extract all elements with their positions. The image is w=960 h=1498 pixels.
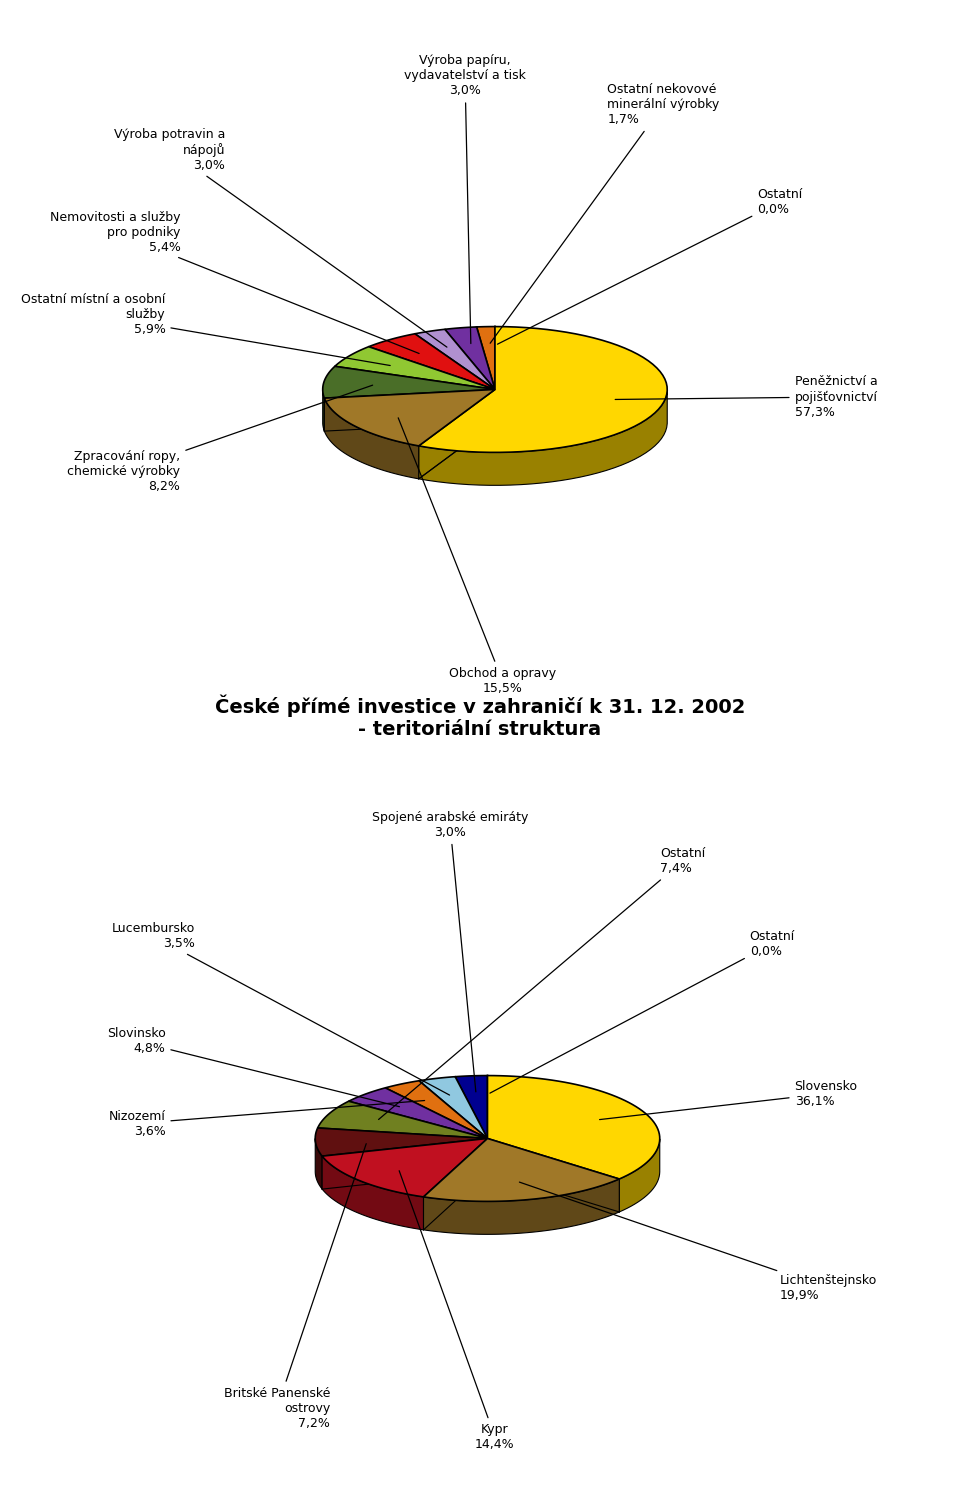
Polygon shape bbox=[323, 389, 324, 431]
Text: Výroba potravin a
nápojů
3,0%: Výroba potravin a nápojů 3,0% bbox=[114, 127, 447, 348]
Text: Výroba papíru,
vydavatelství a tisk
3,0%: Výroba papíru, vydavatelství a tisk 3,0% bbox=[404, 54, 526, 343]
Polygon shape bbox=[488, 1076, 660, 1179]
Text: Lucembursko
3,5%: Lucembursko 3,5% bbox=[112, 923, 449, 1095]
Polygon shape bbox=[335, 346, 495, 389]
Polygon shape bbox=[369, 334, 495, 389]
Polygon shape bbox=[323, 1138, 488, 1197]
Text: Nemovitosti a služby
pro podniky
5,4%: Nemovitosti a služby pro podniky 5,4% bbox=[50, 211, 420, 354]
Polygon shape bbox=[324, 398, 419, 479]
Polygon shape bbox=[323, 367, 495, 398]
Text: Ostatní nekovové
minerální výrobky
1,7%: Ostatní nekovové minerální výrobky 1,7% bbox=[491, 84, 720, 343]
Polygon shape bbox=[318, 1101, 488, 1138]
Text: Obchod a opravy
15,5%: Obchod a opravy 15,5% bbox=[398, 418, 556, 695]
Polygon shape bbox=[423, 1179, 619, 1234]
Polygon shape bbox=[419, 391, 667, 485]
Polygon shape bbox=[423, 1138, 619, 1201]
Text: Kypr
14,4%: Kypr 14,4% bbox=[399, 1171, 515, 1452]
Text: Nizozemí
3,6%: Nizozemí 3,6% bbox=[108, 1101, 424, 1137]
Text: Lichtenštejnsko
19,9%: Lichtenštejnsko 19,9% bbox=[519, 1182, 876, 1302]
Polygon shape bbox=[415, 330, 495, 389]
Text: Ostatní místní a osobní
služby
5,9%: Ostatní místní a osobní služby 5,9% bbox=[21, 294, 390, 366]
Title: České přímé investice v zahraničí k 31. 12. 2002
- teritoriální struktura: České přímé investice v zahraničí k 31. … bbox=[215, 695, 745, 739]
Polygon shape bbox=[315, 1138, 323, 1189]
Polygon shape bbox=[476, 327, 495, 389]
Text: Ostatní
0,0%: Ostatní 0,0% bbox=[497, 189, 803, 345]
Polygon shape bbox=[348, 1088, 488, 1138]
Polygon shape bbox=[324, 389, 495, 446]
Polygon shape bbox=[619, 1138, 660, 1212]
Polygon shape bbox=[385, 1080, 488, 1138]
Text: Peněžnictví a
pojišťovnictví
57,3%: Peněžnictví a pojišťovnictví 57,3% bbox=[615, 376, 877, 418]
Text: Zpracování ropy,
chemické výrobky
8,2%: Zpracování ropy, chemické výrobky 8,2% bbox=[67, 385, 372, 493]
Polygon shape bbox=[444, 327, 495, 389]
Polygon shape bbox=[315, 1128, 488, 1156]
Polygon shape bbox=[419, 1077, 488, 1138]
Polygon shape bbox=[419, 327, 667, 452]
Text: Ostatní
0,0%: Ostatní 0,0% bbox=[490, 930, 795, 1094]
Text: Spojené arabské emiráty
3,0%: Spojené arabské emiráty 3,0% bbox=[372, 810, 528, 1092]
Text: Britské Panenské
ostrovy
7,2%: Britské Panenské ostrovy 7,2% bbox=[224, 1143, 366, 1429]
Text: Ostatní
7,4%: Ostatní 7,4% bbox=[378, 848, 705, 1119]
Polygon shape bbox=[323, 1156, 423, 1230]
Polygon shape bbox=[455, 1076, 488, 1138]
Text: Slovinsko
4,8%: Slovinsko 4,8% bbox=[107, 1028, 399, 1107]
Text: Slovensko
36,1%: Slovensko 36,1% bbox=[600, 1080, 857, 1119]
